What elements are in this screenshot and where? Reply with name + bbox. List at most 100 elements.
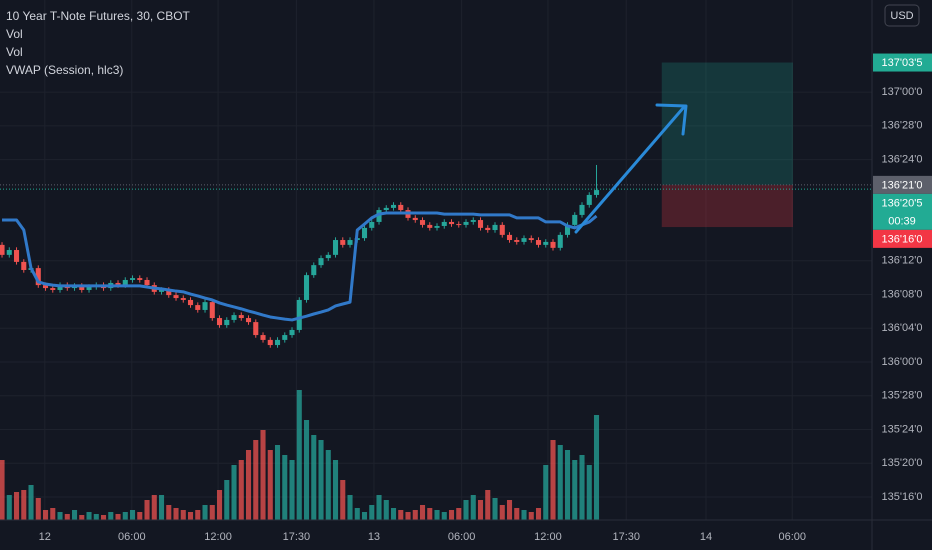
candle-body <box>274 339 281 346</box>
indicator-label[interactable]: VWAP (Session, hlc3) <box>6 63 123 77</box>
volume-bar <box>122 512 128 520</box>
candle-body <box>79 285 85 290</box>
volume-bar <box>50 508 56 520</box>
candle-body <box>564 224 571 235</box>
volume-bar <box>151 495 157 520</box>
volume-bar <box>579 455 585 520</box>
candle-body <box>289 329 295 336</box>
volume-bar <box>434 510 440 520</box>
candle-body <box>35 268 41 286</box>
candle-body <box>137 278 143 280</box>
volume-bar <box>311 435 317 520</box>
candle-body <box>318 258 324 266</box>
volume-bar <box>137 512 143 520</box>
candle-body <box>245 318 252 323</box>
candle-body <box>42 285 49 289</box>
indicator-label[interactable]: Vol <box>6 27 23 41</box>
volume-bar <box>195 510 201 520</box>
volume-bar <box>332 460 339 520</box>
y-tick-label: 136'28'0 <box>882 120 923 132</box>
volume-bar <box>86 512 92 520</box>
volume-bar <box>245 450 252 520</box>
candle-body <box>463 221 469 225</box>
symbol-title[interactable]: 10 Year T-Note Futures, 30, CBOT <box>6 9 191 23</box>
candle-body <box>528 238 534 241</box>
volume-bar <box>260 430 266 520</box>
volume-bar <box>289 460 295 520</box>
currency-label[interactable]: USD <box>890 10 913 22</box>
indicator-label[interactable]: Vol <box>6 45 23 59</box>
volume-bar <box>427 508 433 520</box>
price-label: 137'03'5 <box>882 57 923 69</box>
candle-body <box>419 220 426 225</box>
volume-bar <box>35 498 41 520</box>
volume-bar <box>441 512 447 520</box>
candle-body <box>521 238 527 242</box>
volume-bar <box>93 514 99 520</box>
volume-bar <box>361 512 368 520</box>
volume-bar <box>21 490 27 520</box>
y-tick-label: 135'20'0 <box>882 457 923 469</box>
volume-bar <box>354 508 360 520</box>
countdown-label: 00:39 <box>888 215 916 227</box>
candle-body <box>441 221 447 226</box>
candle-body <box>499 224 505 235</box>
candle-body <box>325 254 331 259</box>
y-tick-label: 136'08'0 <box>882 288 923 300</box>
candle-body <box>253 322 259 336</box>
candle-body <box>231 315 237 320</box>
currency-button[interactable] <box>884 4 920 27</box>
volume-bar <box>477 500 484 520</box>
volume-bar <box>173 508 179 520</box>
candle-body <box>180 298 186 300</box>
candle-body <box>296 299 302 330</box>
candle-body <box>550 241 556 248</box>
volume-bar <box>42 510 49 520</box>
candle-body <box>216 318 223 326</box>
price-label: 136'21'0 <box>882 179 923 191</box>
volume-bar <box>419 505 426 520</box>
volume-bar <box>456 508 462 520</box>
arrow-drawing <box>574 105 686 234</box>
candle-body <box>303 275 310 300</box>
candle-body <box>514 240 520 242</box>
volume-bar <box>224 480 230 520</box>
volume-bar <box>108 512 114 520</box>
volume-bar <box>13 492 20 520</box>
x-tick-label: 17:30 <box>283 531 311 543</box>
candle-body <box>593 190 600 195</box>
volume-bar <box>253 440 259 520</box>
candle-body <box>543 241 549 245</box>
candle-body <box>209 302 215 319</box>
x-tick-label: 06:00 <box>448 531 476 543</box>
volume-bar <box>499 505 505 520</box>
candle-body <box>166 289 172 296</box>
price-label-box <box>873 193 932 230</box>
volume-bar <box>71 510 78 520</box>
volume-bar <box>564 450 571 520</box>
loss-zone <box>661 184 793 228</box>
volume-bar <box>514 508 520 520</box>
candle-body <box>361 227 368 239</box>
candle-body <box>369 221 375 228</box>
price-label: 136'20'5 <box>882 197 923 209</box>
candle-body <box>129 278 136 280</box>
volume-bar <box>238 460 244 520</box>
candle-body <box>202 302 208 310</box>
x-tick-label: 12 <box>39 531 51 543</box>
volume-bar <box>470 495 476 520</box>
candle-body <box>260 335 266 340</box>
candle-body <box>412 217 418 221</box>
volume-bar <box>398 510 404 520</box>
candle-body <box>347 240 353 245</box>
volume-bar <box>318 440 324 520</box>
candle-body <box>340 240 346 245</box>
candle-body <box>427 224 433 228</box>
volume-bar <box>115 514 121 520</box>
arrow-head <box>655 103 688 136</box>
candle-body <box>485 227 491 231</box>
volume-bar <box>267 450 273 520</box>
volume-bar <box>144 500 150 520</box>
volume-bar <box>506 500 513 520</box>
volume-bar <box>405 512 411 520</box>
